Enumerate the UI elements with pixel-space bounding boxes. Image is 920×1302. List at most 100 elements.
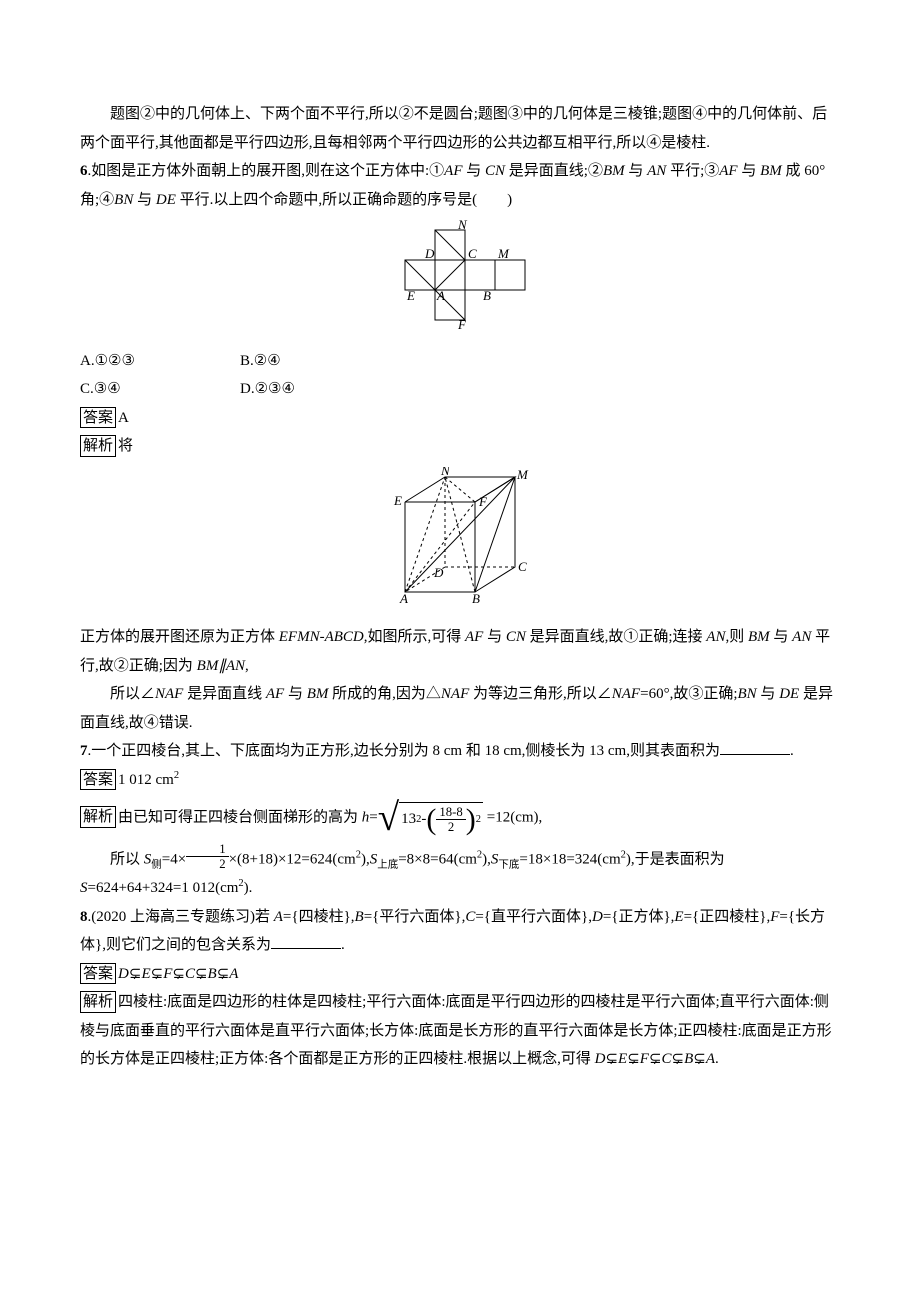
q7-sub2: 上底: [377, 860, 398, 871]
q6e3l: BN: [738, 686, 757, 702]
q6e3f: BM: [307, 686, 329, 702]
q6-exp-a: 将: [118, 438, 133, 454]
q7e2e: =8×8=64(cm: [398, 852, 477, 868]
svg-text:C: C: [468, 246, 477, 261]
explain-tag-7: 解析: [80, 806, 116, 828]
q8-blank: [271, 934, 341, 949]
q8e2: F: [640, 1051, 649, 1067]
q7-fd: 2: [436, 820, 465, 834]
q6e2k: 与: [770, 629, 793, 645]
q7e3c: ).: [244, 880, 253, 896]
intro-paragraph: 题图②中的几何体上、下两个面不平行,所以②不是圆台;题图③中的几何体是三棱锥;题…: [80, 100, 840, 157]
q7e2h: ),于是表面积为: [626, 852, 725, 868]
q6e3k: =60°,故③正确;: [640, 686, 737, 702]
q6e3i: 为等边三角形,所以∠: [469, 686, 612, 702]
q7-period: .: [790, 743, 794, 759]
q8t1: .(2020 上海高三专题练习)若: [88, 909, 274, 925]
q8D: D: [592, 909, 603, 925]
q6e2l: AN: [792, 629, 811, 645]
q8es2: ⊊: [649, 1051, 662, 1067]
q7-blank: [720, 740, 790, 755]
answer-tag: 答案: [80, 407, 116, 429]
q6-af1: AF: [444, 163, 462, 179]
svg-text:E: E: [406, 288, 415, 303]
q8-answer: 答案D⊊E⊊F⊊C⊊B⊊A: [80, 960, 840, 989]
q6-t2: 与: [463, 163, 486, 179]
q8ea: 四棱柱:底面是四边形的柱体是四棱柱;平行六面体:底面是平行四边形的四棱柱是平行六…: [80, 994, 832, 1067]
svg-text:N: N: [440, 467, 451, 478]
q6-t3: 是异面直线;②: [505, 163, 603, 179]
q7e3a: S: [80, 880, 88, 896]
svg-text:M: M: [516, 467, 529, 482]
q6-bn1: BN: [114, 192, 133, 208]
q7e2d: ),: [361, 852, 370, 868]
q8a0: D: [118, 966, 129, 982]
q7-fn: 18-8: [436, 805, 465, 820]
svg-text:D: D: [433, 565, 444, 580]
q6e3c: 是异面直线: [183, 686, 266, 702]
q6-t8: 与: [133, 192, 156, 208]
q7e2b: =4×: [162, 852, 186, 868]
q8s2: ⊊: [172, 966, 185, 982]
q8e0: D: [595, 1051, 606, 1067]
svg-text:A: A: [399, 591, 408, 606]
q6-t1: .如图是正方体外面朝上的展开图,则在这个正方体中:①: [88, 163, 445, 179]
svg-text:B: B: [483, 288, 491, 303]
q6e3d: AF: [266, 686, 284, 702]
q7-hn: 1: [186, 842, 228, 857]
q7-stem: 7.一个正四棱台,其上、下底面均为正方形,边长分别为 8 cm 和 18 cm,…: [80, 737, 840, 766]
q8es3: ⊊: [672, 1051, 685, 1067]
q6-figure-net: N D C M E A B F: [80, 220, 840, 341]
q7e2c: ×(8+18)×12=624(cm: [229, 852, 356, 868]
q8a2: F: [163, 966, 172, 982]
q7e2g: =18×18=324(cm: [519, 852, 620, 868]
q8a1: E: [141, 966, 150, 982]
q7e2a: 所以: [110, 852, 144, 868]
q8E: E: [674, 909, 683, 925]
q8a5: A: [229, 966, 238, 982]
q6-af2: AF: [719, 163, 737, 179]
q6e2b: EFMN-ABCD: [279, 629, 364, 645]
q6-optC: C.③④: [80, 375, 240, 404]
q7e1a: 由已知可得正四棱台侧面梯形的高为: [118, 809, 362, 825]
explain-tag-8: 解析: [80, 991, 116, 1013]
q8-period: .: [341, 937, 345, 953]
q6e3a: 所以∠: [110, 686, 155, 702]
svg-text:C: C: [518, 559, 527, 574]
q6-explain-head: 解析将: [80, 432, 840, 461]
svg-text:F: F: [457, 317, 467, 330]
q6-t9: 平行.以上四个命题中,所以正确命题的序号是( ): [176, 192, 512, 208]
q8a4: B: [208, 966, 217, 982]
q6e2d: AF: [465, 629, 483, 645]
q8e5: A: [706, 1051, 715, 1067]
q6-optA: A.①②③: [80, 347, 240, 376]
q6-bm1: BM: [603, 163, 625, 179]
q8es4: ⊊: [693, 1051, 706, 1067]
q6-ans-val: A: [118, 410, 129, 426]
q8s0: ⊊: [129, 966, 142, 982]
q6-an1: AN: [647, 163, 666, 179]
svg-text:B: B: [472, 591, 480, 606]
svg-text:N: N: [457, 220, 468, 232]
q6e3m: 与: [757, 686, 780, 702]
q8Cd: ={直平行六面体},: [475, 909, 592, 925]
q7-sub1: 侧: [151, 860, 162, 871]
q7-res: =12(cm),: [483, 809, 542, 825]
q6-exp-3: 所以∠NAF 是异面直线 AF 与 BM 所成的角,因为△NAF 为等边三角形,…: [80, 680, 840, 737]
q6-exp-2: 正方体的展开图还原为正方体 EFMN-ABCD,如图所示,可得 AF 与 CN …: [80, 623, 840, 680]
q8a3: C: [185, 966, 195, 982]
q8es1: ⊊: [627, 1051, 640, 1067]
q6e2i: ,则: [725, 629, 748, 645]
q6e2a: 正方体的展开图还原为正方体: [80, 629, 279, 645]
q6e2h: AN: [706, 629, 725, 645]
q6e2e: 与: [483, 629, 506, 645]
q7e2f: ),: [482, 852, 491, 868]
q7-exp-1: 解析由已知可得正四棱台侧面梯形的高为 h=√132-(18-82)2 =12(c…: [80, 802, 840, 834]
q7-sqrt: √132-(18-82)2: [378, 802, 483, 834]
q8s1: ⊊: [151, 966, 164, 982]
q6-choices-row1: A.①②③ B.②④: [80, 347, 840, 376]
q6-de1: DE: [156, 192, 176, 208]
q6-bm2: BM: [760, 163, 782, 179]
q6e3n: DE: [779, 686, 799, 702]
q6-t6: 与: [738, 163, 761, 179]
